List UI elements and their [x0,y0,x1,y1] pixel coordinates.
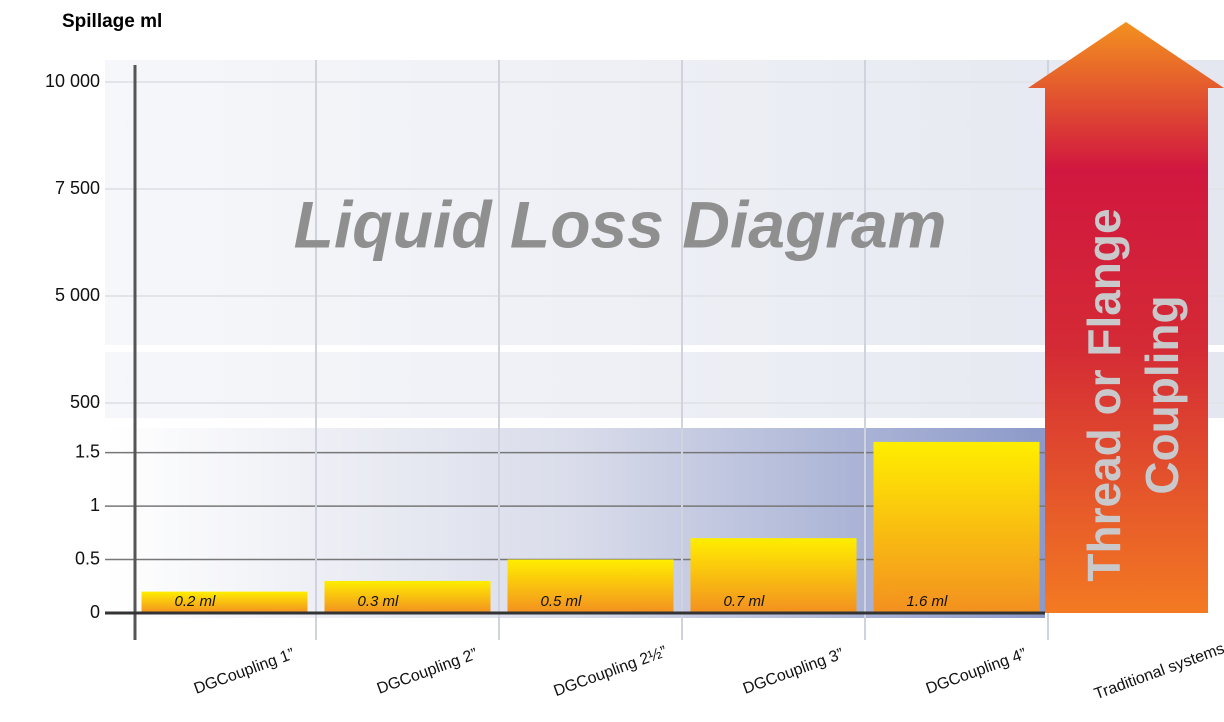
y-tick-label: 0 [90,602,100,622]
bar [507,559,674,613]
middle-panel [105,352,1224,418]
value-label: 0.7 ml [724,593,766,610]
y-tick-label: 10 000 [45,71,100,91]
watermark: Liquid Loss Diagram [294,187,947,261]
y-tick-label: 1.5 [75,441,100,461]
x-tick-label: DGCoupling 4” [924,646,1029,698]
value-label: 0.3 ml [358,593,400,610]
y-tick-label: 500 [70,392,100,412]
x-tick-label: DGCoupling 3” [741,646,846,698]
x-tick-label: Traditional systems [1092,640,1224,703]
arrow-label: Thread or Flange [1078,208,1130,581]
bar [873,441,1040,613]
y-tick-label: 1 [90,495,100,515]
value-label: 0.5 ml [541,593,583,610]
y-tick-label: 7 500 [55,178,100,198]
y-tick-label: 5 000 [55,285,100,305]
x-tick-label: DGCoupling 2½” [552,643,670,700]
x-tick-label: DGCoupling 2” [375,646,480,698]
chart-title: Spillage ml [62,11,162,32]
upper-panel [105,60,1224,345]
arrow-label: Coupling [1136,295,1188,494]
bar [324,580,491,613]
x-tick-label: DGCoupling 1” [192,646,297,698]
value-label: 0.2 ml [175,593,217,610]
bar [690,538,857,613]
y-tick-label: 0.5 [75,548,100,568]
marks: 0.2 ml 0.3 ml 0.5 ml 0.7 ml 1.6 ml [141,441,1040,613]
bar [141,591,308,613]
arrow [1028,22,1224,613]
value-label: 1.6 ml [907,593,949,610]
